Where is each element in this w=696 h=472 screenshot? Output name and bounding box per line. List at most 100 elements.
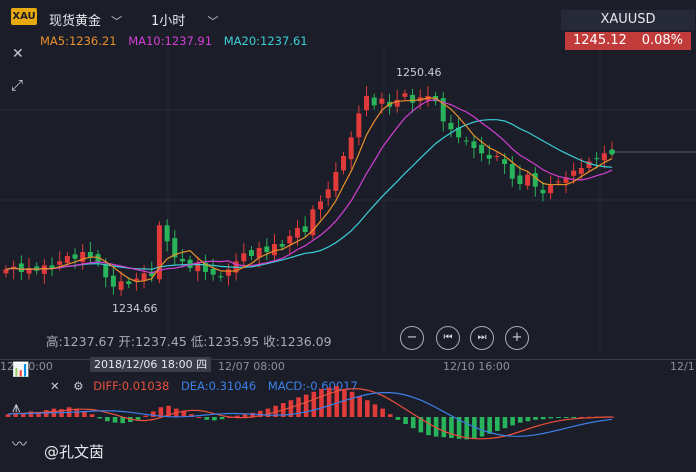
candle-body bbox=[87, 252, 93, 258]
zoom-in-button[interactable]: + bbox=[505, 326, 529, 350]
macd-bar bbox=[410, 417, 416, 429]
candle-body bbox=[348, 137, 354, 160]
candle-body bbox=[341, 156, 347, 171]
candle-body bbox=[248, 250, 254, 256]
macd-bar bbox=[319, 389, 324, 417]
macd-bar bbox=[82, 411, 87, 417]
symbol-selector[interactable]: 现货黄金 ﹀ bbox=[49, 10, 122, 29]
macd-bar bbox=[433, 417, 439, 437]
candle-body bbox=[202, 262, 208, 272]
candle-body bbox=[517, 175, 523, 184]
candle-body bbox=[241, 253, 247, 262]
ma5-label: MA5:1236.21 bbox=[40, 34, 117, 48]
macd-bar bbox=[517, 417, 523, 423]
candle-body bbox=[571, 170, 577, 176]
diff-label: DIFF:0.01038 bbox=[93, 379, 170, 393]
candle-type-icon[interactable]: 📊 bbox=[12, 362, 30, 378]
macd-bar bbox=[296, 397, 301, 417]
candle-body bbox=[164, 225, 170, 242]
macd-bar bbox=[349, 391, 355, 417]
ma10-line bbox=[5, 99, 613, 274]
macd-bar bbox=[479, 417, 485, 437]
macd-bar bbox=[525, 417, 531, 422]
macd-bar bbox=[89, 414, 95, 417]
settings-icon[interactable]: ⚙ bbox=[73, 379, 84, 393]
macd-bar bbox=[556, 417, 561, 418]
macd-bar bbox=[258, 410, 263, 417]
close-icon[interactable]: ✕ bbox=[12, 46, 24, 62]
macd-bar bbox=[112, 417, 118, 423]
candle-body bbox=[294, 228, 300, 238]
macd-bar bbox=[250, 412, 255, 417]
candle-body bbox=[72, 254, 78, 259]
macd-bar bbox=[5, 414, 11, 417]
indicator-icon[interactable]: 〰 bbox=[12, 435, 28, 453]
candle-body bbox=[95, 254, 101, 263]
macd-bar bbox=[28, 411, 34, 417]
prev-button[interactable]: ⏮ bbox=[436, 326, 460, 350]
period-selector[interactable]: 1小时 ﹀ bbox=[151, 10, 218, 29]
ticker-box: XAUUSD 1245.12 0.08% bbox=[561, 10, 695, 50]
macd-bar bbox=[235, 415, 240, 417]
candle-body bbox=[141, 273, 147, 281]
macd-bar bbox=[395, 417, 401, 420]
candle-body bbox=[225, 269, 231, 276]
macd-bar bbox=[303, 394, 309, 417]
x-tick-label: 12/10 16:00 bbox=[443, 360, 510, 373]
candle-body bbox=[394, 100, 400, 107]
ma20-label: MA20:1237.61 bbox=[223, 34, 308, 48]
candle-body bbox=[448, 122, 454, 130]
candle-body bbox=[80, 252, 86, 262]
x-tick-label: 12/0 0:00 bbox=[0, 360, 53, 373]
macd-bar bbox=[563, 417, 569, 418]
expand-icon[interactable]: ⤢ bbox=[11, 76, 24, 94]
macd-bar bbox=[449, 417, 454, 438]
candle-body bbox=[156, 225, 162, 280]
candle-body bbox=[371, 97, 377, 106]
macd-bar bbox=[441, 417, 447, 438]
macd-bar bbox=[456, 417, 462, 439]
candle-body bbox=[494, 156, 500, 158]
candle-body bbox=[356, 113, 362, 138]
macd-bar bbox=[105, 417, 110, 422]
candle-body bbox=[256, 248, 262, 258]
candle-body bbox=[195, 262, 201, 272]
candle-body bbox=[479, 144, 485, 154]
draw-tool-icon[interactable]: ⩚ bbox=[12, 398, 21, 416]
candle-body bbox=[26, 268, 32, 274]
ticker-code: XAUUSD bbox=[561, 10, 695, 30]
x-tick-label: 12/1 bbox=[670, 360, 695, 373]
candle-body bbox=[64, 256, 70, 263]
candle-body bbox=[149, 271, 155, 276]
candle-body bbox=[172, 238, 178, 258]
macd-bar bbox=[502, 417, 508, 429]
candle-body bbox=[486, 154, 492, 159]
candle-body bbox=[57, 261, 63, 265]
high-price-label: 1250.46 bbox=[396, 66, 442, 79]
candle-body bbox=[287, 236, 293, 244]
zoom-out-button[interactable]: − bbox=[400, 326, 424, 350]
ticker-change: 0.08% bbox=[641, 33, 683, 48]
candle-body bbox=[456, 127, 462, 138]
macd-bar bbox=[548, 417, 554, 419]
candle-body bbox=[118, 281, 124, 290]
close-icon[interactable]: ✕ bbox=[50, 379, 60, 393]
candle-body bbox=[502, 159, 508, 164]
macd-bar bbox=[540, 417, 546, 420]
next-button[interactable]: ⏭ bbox=[470, 326, 494, 350]
candlestick-chart[interactable] bbox=[0, 50, 696, 350]
macd-bar bbox=[372, 404, 378, 417]
top-bar: XAU 现货黄金 ﹀ 1小时 ﹀ bbox=[0, 0, 696, 34]
candle-body bbox=[578, 168, 584, 174]
candle-body bbox=[402, 93, 408, 97]
diff-line bbox=[7, 388, 613, 440]
candle-body bbox=[471, 141, 477, 148]
macd-chart bbox=[5, 386, 615, 440]
macd-bar bbox=[166, 405, 171, 417]
macd-bar bbox=[426, 417, 431, 436]
period-label: 1小时 bbox=[151, 14, 186, 29]
candle-body bbox=[586, 161, 592, 168]
x-tick-label: 12/07 08:00 bbox=[218, 360, 285, 373]
ma20-line bbox=[5, 119, 613, 270]
candle-body bbox=[555, 181, 561, 183]
